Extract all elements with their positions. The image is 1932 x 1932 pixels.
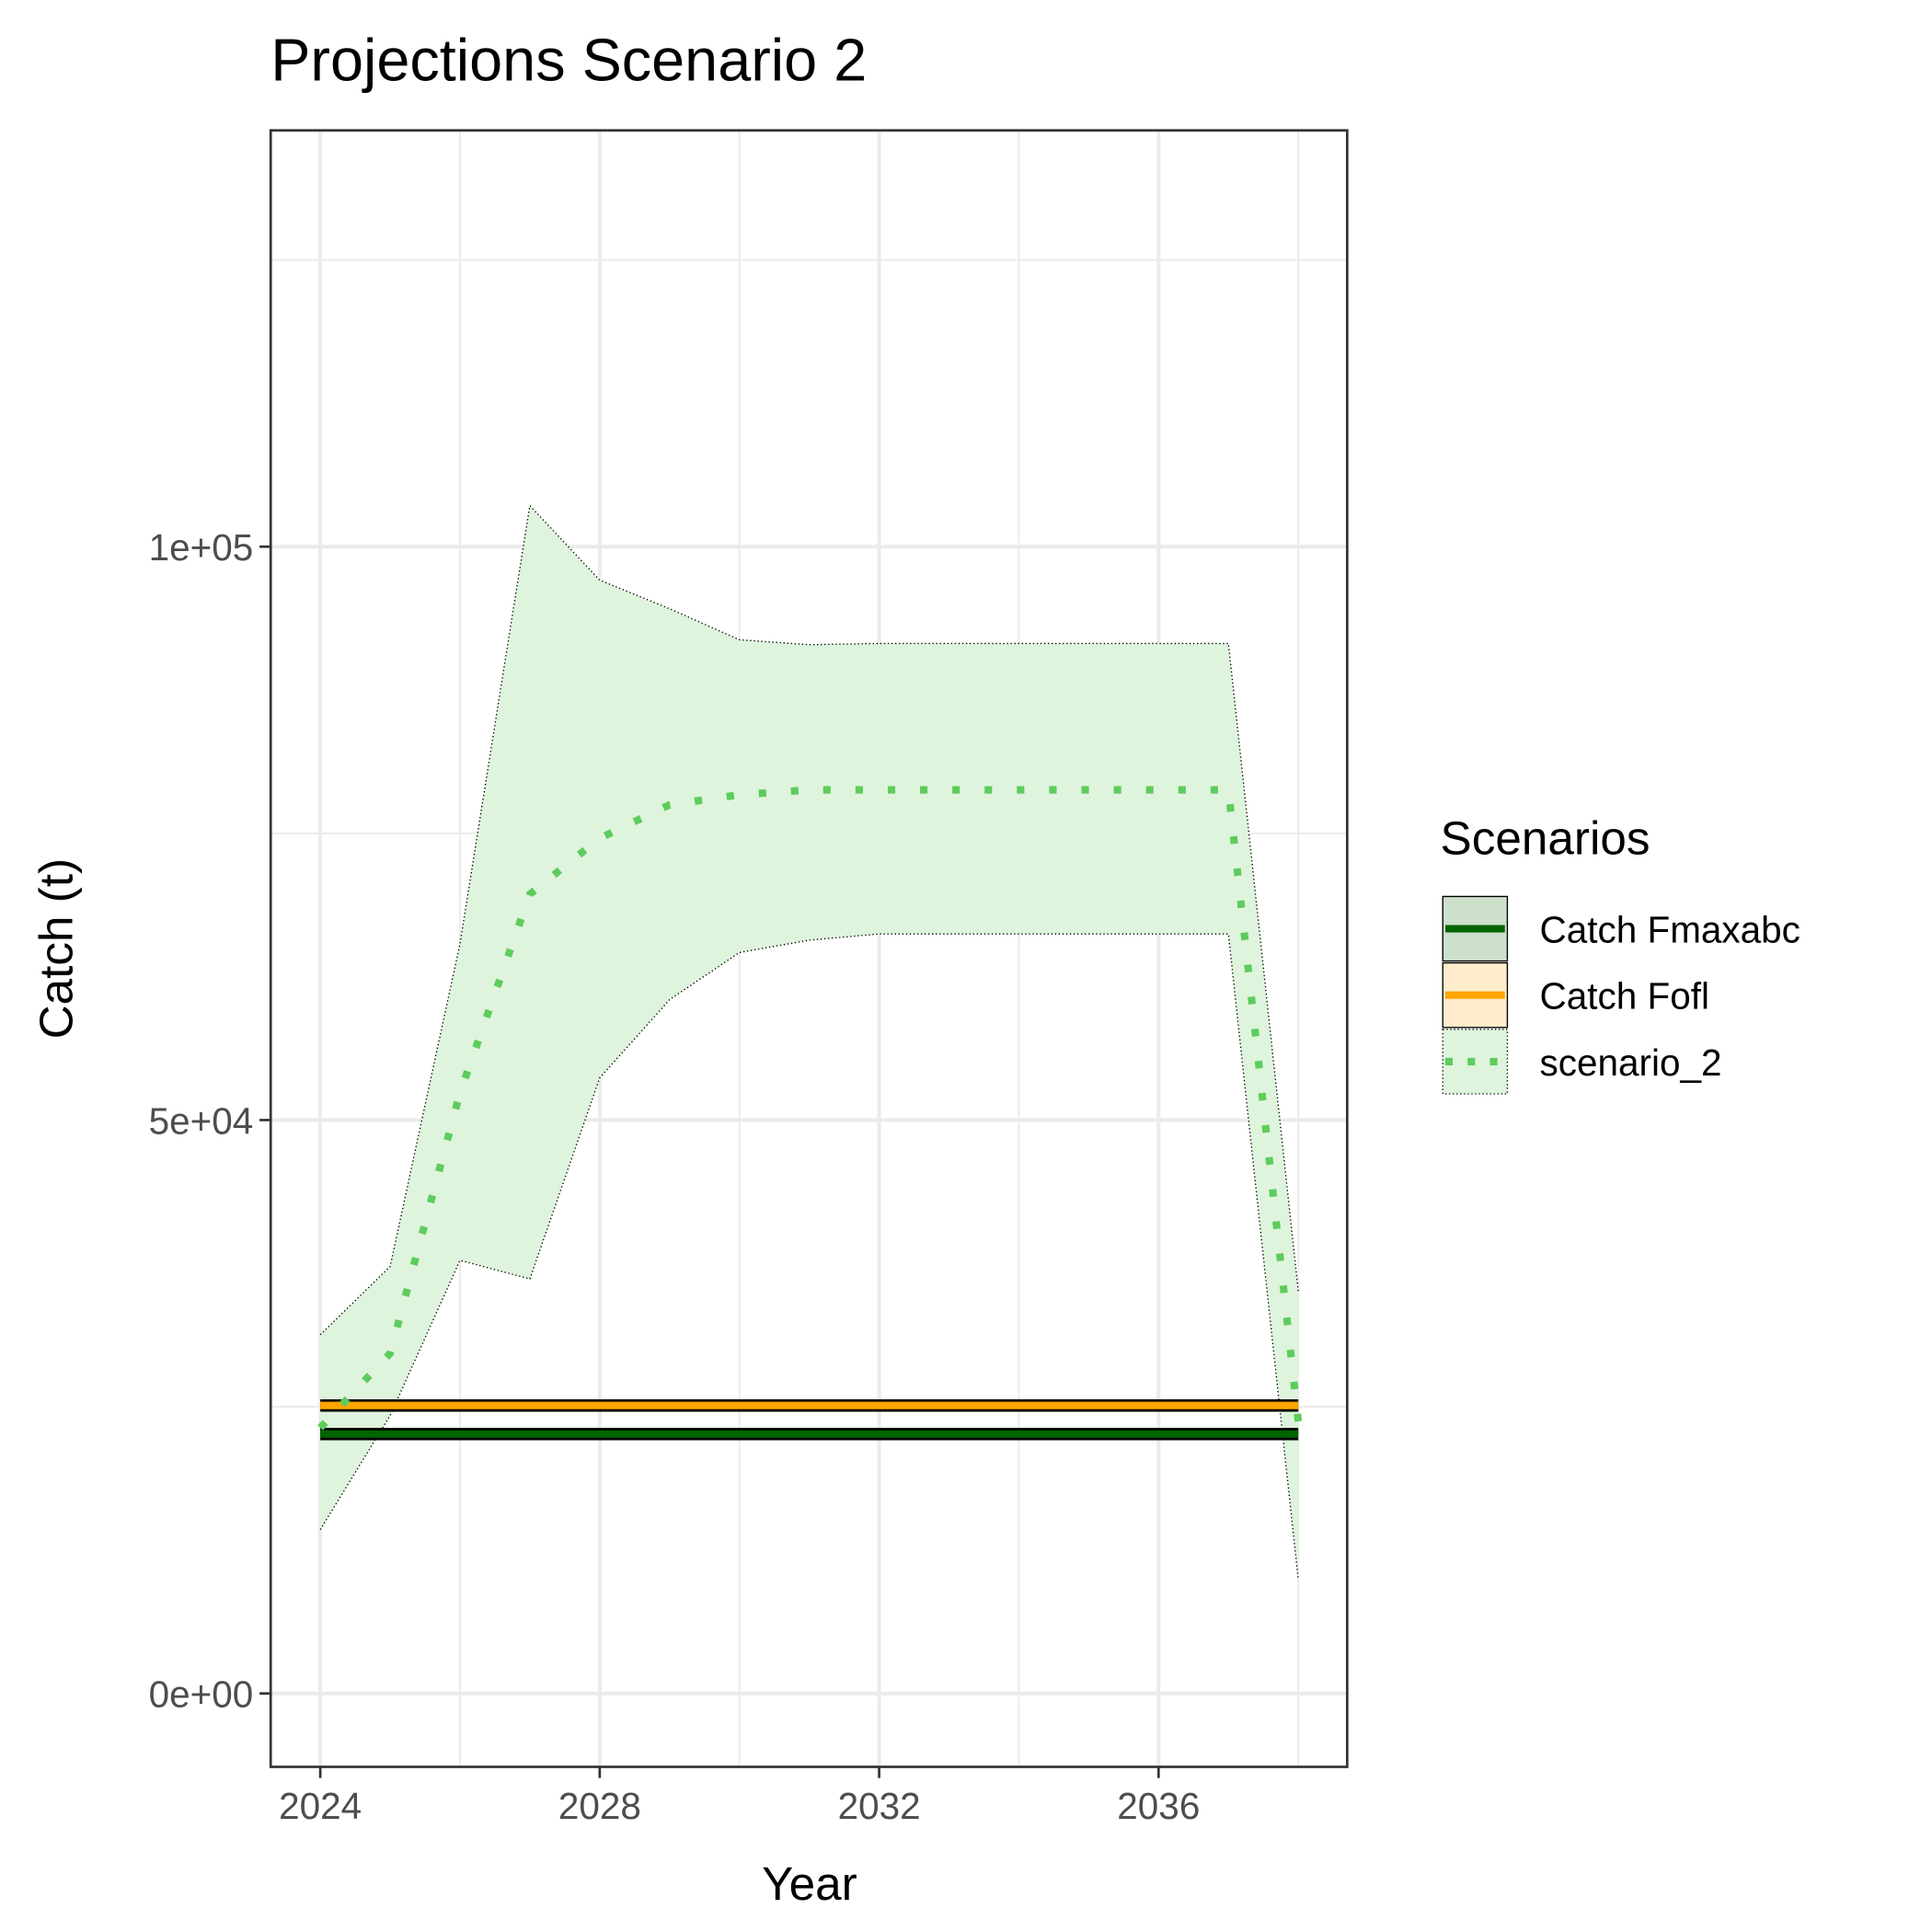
y-tick-label: 1e+05: [149, 526, 254, 569]
y-axis-title: Catch (t): [29, 858, 82, 1040]
legend-title: Scenarios: [1441, 812, 1650, 865]
x-axis-title: Year: [762, 1857, 857, 1910]
band-lower-edge: [319, 933, 1299, 1580]
confidence-band: [320, 505, 1299, 1580]
y-tick-label: 0e+00: [149, 1673, 254, 1716]
x-tick-label: 2032: [838, 1785, 921, 1827]
x-tick-label: 2036: [1117, 1785, 1200, 1827]
x-tick-label: 2028: [558, 1785, 641, 1827]
legend-label: Catch Fofl: [1540, 975, 1709, 1018]
y-tick-label: 5e+04: [149, 1099, 254, 1142]
chart-title: Projections Scenario 2: [270, 27, 867, 94]
x-tick-label: 2024: [279, 1785, 362, 1827]
legend-label: scenario_2: [1540, 1041, 1722, 1084]
legend-label: Catch Fmaxabc: [1540, 908, 1800, 950]
plot-border: [269, 129, 1349, 1768]
plot-background: [270, 130, 1348, 1767]
